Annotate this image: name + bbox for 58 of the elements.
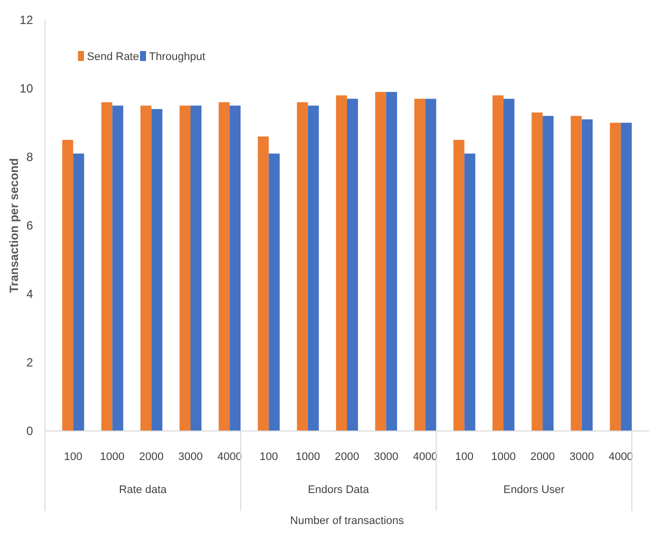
text: Rate data — [118, 484, 168, 496]
bar — [268, 154, 280, 431]
bar — [347, 98, 358, 431]
x-tick-label: 100 — [260, 451, 278, 463]
x-tick-label: 1000 — [100, 451, 125, 463]
legend-label: Throughput — [149, 50, 206, 63]
bar — [610, 122, 621, 431]
bar — [464, 154, 476, 431]
bar — [73, 154, 84, 431]
y-tick-label: 6 — [26, 218, 34, 233]
y-tick-label: 8 — [26, 150, 34, 164]
x-tick-label: 100 — [455, 451, 474, 463]
legend-label: Send Rate — [87, 50, 139, 63]
y-tick-label: 4 — [26, 287, 34, 302]
bar — [218, 102, 230, 431]
bar — [425, 98, 436, 431]
y-tick-label: 2 — [26, 356, 34, 370]
x-tick-label: 2000 — [139, 451, 164, 463]
bar — [62, 140, 74, 431]
text: Endors User — [503, 484, 565, 496]
bar — [308, 106, 319, 431]
bar — [542, 116, 554, 431]
y-axis-title: Transaction per second — [7, 158, 21, 293]
bar — [190, 106, 202, 431]
x-tick-label: 4000 — [608, 451, 634, 463]
x-tick-label: 4000 — [217, 451, 242, 463]
x-tick-label: 2000 — [334, 451, 360, 463]
y-tick-label: 0 — [26, 424, 34, 438]
y-tick-label: 10 — [20, 82, 34, 96]
bar — [258, 136, 269, 431]
bar — [570, 116, 582, 431]
x-tick-label: 1000 — [491, 451, 516, 463]
bar — [375, 92, 386, 431]
bar — [296, 102, 308, 431]
bar — [140, 106, 152, 431]
bar — [336, 95, 347, 431]
x-tick-label: 3000 — [569, 451, 594, 463]
x-tick-label: 3000 — [374, 451, 398, 463]
x-tick-label: 1000 — [296, 451, 320, 463]
text: Endors Data — [308, 484, 370, 496]
bar — [453, 140, 464, 431]
x-axis-title: Number of transactions — [290, 515, 404, 527]
bar — [492, 95, 504, 431]
bar — [230, 106, 241, 431]
bar — [582, 119, 593, 431]
bar — [180, 106, 191, 431]
bar — [151, 109, 162, 431]
x-tick-label: 3000 — [178, 451, 203, 463]
bar — [101, 102, 112, 431]
bar — [386, 92, 398, 431]
x-tick-label: 2000 — [530, 451, 555, 463]
bar — [532, 112, 543, 431]
x-tick-label: 100 — [64, 451, 82, 463]
bar — [112, 106, 124, 431]
bar — [620, 122, 632, 431]
bar — [414, 98, 426, 431]
y-tick-label: 12 — [20, 13, 34, 28]
bar — [503, 98, 514, 431]
